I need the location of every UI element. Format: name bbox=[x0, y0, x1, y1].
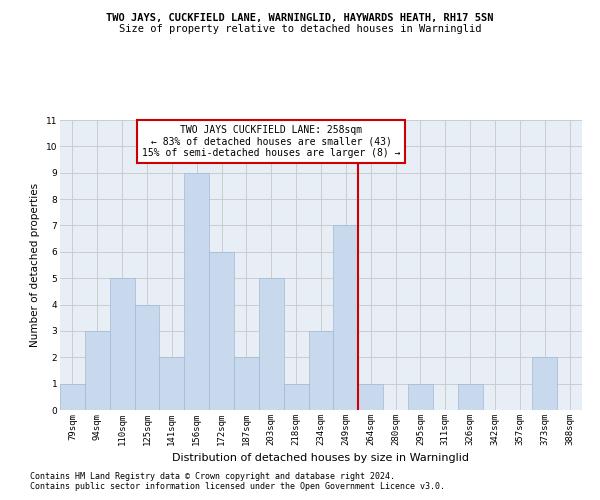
X-axis label: Distribution of detached houses by size in Warninglid: Distribution of detached houses by size … bbox=[173, 454, 470, 464]
Bar bbox=[358, 384, 383, 410]
Bar bbox=[532, 358, 557, 410]
Bar bbox=[259, 278, 284, 410]
Bar bbox=[60, 384, 85, 410]
Text: TWO JAYS CUCKFIELD LANE: 258sqm
← 83% of detached houses are smaller (43)
15% of: TWO JAYS CUCKFIELD LANE: 258sqm ← 83% of… bbox=[142, 126, 401, 158]
Bar bbox=[234, 358, 259, 410]
Bar bbox=[184, 172, 209, 410]
Text: Size of property relative to detached houses in Warninglid: Size of property relative to detached ho… bbox=[119, 24, 481, 34]
Bar bbox=[85, 331, 110, 410]
Bar bbox=[209, 252, 234, 410]
Bar bbox=[408, 384, 433, 410]
Bar bbox=[458, 384, 482, 410]
Y-axis label: Number of detached properties: Number of detached properties bbox=[30, 183, 40, 347]
Text: Contains public sector information licensed under the Open Government Licence v3: Contains public sector information licen… bbox=[30, 482, 445, 491]
Text: Contains HM Land Registry data © Crown copyright and database right 2024.: Contains HM Land Registry data © Crown c… bbox=[30, 472, 395, 481]
Bar bbox=[334, 226, 358, 410]
Bar bbox=[284, 384, 308, 410]
Bar bbox=[134, 304, 160, 410]
Bar bbox=[160, 358, 184, 410]
Bar bbox=[110, 278, 134, 410]
Bar bbox=[308, 331, 334, 410]
Text: TWO JAYS, CUCKFIELD LANE, WARNINGLID, HAYWARDS HEATH, RH17 5SN: TWO JAYS, CUCKFIELD LANE, WARNINGLID, HA… bbox=[106, 12, 494, 22]
